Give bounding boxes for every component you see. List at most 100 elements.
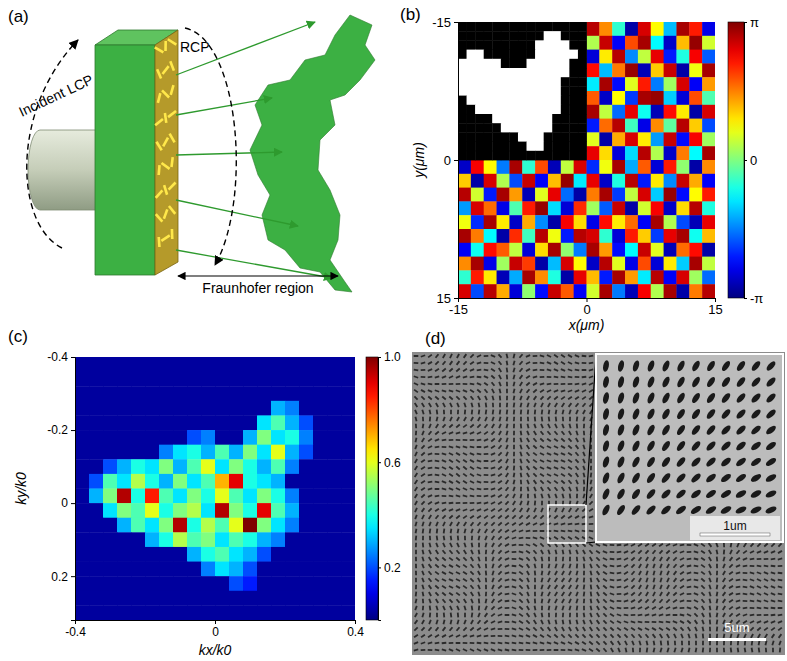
sem-slit	[519, 452, 522, 457]
sem-slit	[540, 445, 545, 449]
sem-slit	[561, 494, 564, 499]
inset-mask-cell	[509, 86, 518, 96]
inset-mask-cell	[509, 96, 518, 106]
sem-slit	[498, 642, 503, 645]
x-axis-tick-label: 0	[583, 302, 590, 317]
sem-slit	[527, 410, 529, 415]
inset-mask-cell	[518, 22, 527, 32]
heatmap-cell	[285, 518, 299, 533]
heatmap-cell	[612, 215, 625, 229]
heatmap-cell	[599, 91, 612, 105]
sem-slit	[533, 487, 537, 492]
inset-mask-cell	[467, 105, 476, 115]
sem-slit	[449, 515, 454, 519]
sem-slit	[435, 599, 439, 604]
sem-slit	[526, 382, 531, 386]
sem-slit	[463, 473, 468, 477]
heatmap-cell	[599, 36, 612, 50]
diffraction-arrow	[176, 250, 332, 278]
inset-mask-cell	[475, 86, 484, 96]
sem-slit	[568, 578, 572, 583]
heatmap-cell	[313, 576, 327, 591]
sem-slit	[435, 649, 440, 652]
inset-mask-cell	[535, 114, 544, 124]
sem-slit	[527, 501, 530, 506]
heatmap-cell	[651, 36, 664, 50]
heatmap-cell	[257, 372, 271, 387]
sem-slit	[561, 424, 564, 429]
sem-slit	[470, 376, 475, 378]
heatmap-cell	[159, 474, 173, 489]
sem-slit	[470, 502, 475, 504]
inset-mask-cell	[569, 151, 578, 161]
inset-mask-cell	[458, 123, 467, 133]
inset-mask-cell	[535, 31, 544, 41]
sem-slit	[491, 635, 496, 637]
heatmap-cell	[341, 503, 355, 518]
inset-mask-cell	[535, 77, 544, 87]
heatmap-cell	[103, 591, 117, 606]
sem-slit	[505, 445, 508, 450]
sem-slit	[428, 460, 433, 463]
heatmap-cell	[271, 489, 285, 504]
sem-slit	[463, 424, 468, 428]
nanoslit	[169, 85, 174, 95]
sem-slit	[428, 522, 431, 527]
panel-label: (a)	[8, 7, 29, 26]
sem-slit	[415, 522, 418, 527]
sem-slit	[520, 417, 522, 422]
sem-slit	[526, 375, 531, 379]
inset-mask-cell	[484, 68, 493, 78]
heatmap-cell	[173, 489, 187, 504]
sem-slit	[428, 501, 433, 505]
sem-slit	[421, 515, 425, 520]
sem-slit	[484, 369, 489, 372]
sem-slit	[547, 494, 550, 499]
sem-slit	[548, 564, 551, 569]
sem-slit	[533, 642, 538, 645]
sem-slit	[548, 417, 550, 422]
heatmap-cell	[173, 401, 187, 416]
sem-slit	[428, 578, 432, 583]
sem-slit	[512, 501, 516, 506]
sem-slit	[527, 417, 529, 422]
sem-slit	[463, 368, 468, 372]
sem-slit	[568, 459, 573, 463]
sem-slit	[526, 649, 531, 651]
sem-slit	[456, 522, 460, 527]
sem-slit	[463, 557, 468, 562]
heatmap-cell	[599, 257, 612, 271]
inset-mask-cell	[518, 68, 527, 78]
heatmap-cell	[103, 576, 117, 591]
sem-slit	[506, 403, 508, 408]
sem-slit	[498, 578, 503, 582]
sem-slit	[519, 571, 524, 575]
heatmap-cell	[327, 547, 341, 562]
heatmap-cell	[145, 562, 159, 577]
sem-slit	[561, 508, 565, 513]
heatmap-cell	[103, 489, 117, 504]
sem-slit	[491, 536, 495, 541]
heatmap-cell	[299, 415, 313, 430]
sem-slit	[463, 634, 468, 637]
sem-slit	[526, 634, 531, 637]
sem-slit	[429, 410, 432, 415]
sem-slit	[491, 613, 496, 617]
sem-slit	[561, 641, 566, 644]
sem-slit	[554, 522, 559, 525]
sem-slit	[533, 537, 538, 540]
heatmap-cell	[638, 50, 651, 64]
sem-slit	[506, 375, 508, 380]
x-axis-tick-label: 0.4	[347, 625, 364, 639]
sem-slit	[449, 502, 454, 504]
heatmap-cell	[599, 77, 612, 91]
sem-slit	[456, 424, 461, 428]
sem-slit	[456, 417, 460, 422]
sem-slit	[533, 445, 538, 449]
heatmap-cell	[522, 229, 535, 243]
heatmap-cell	[651, 284, 664, 298]
sem-slit	[491, 368, 496, 372]
heatmap-cell	[257, 445, 271, 460]
heatmap-cell	[702, 50, 715, 64]
heatmap-cell	[131, 459, 145, 474]
